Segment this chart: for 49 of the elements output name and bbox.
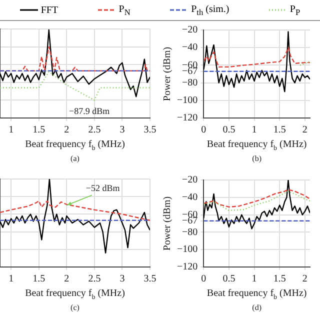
y-tick-label: −80: [182, 77, 198, 88]
x-tick-label: 2: [64, 124, 70, 136]
legend-label: P$_{th}$ (sim.): [191, 4, 230, 16]
x-tick-label: 1: [8, 274, 14, 285]
x-tick-label: 3: [120, 124, 125, 136]
x-tick-label: 3.5: [144, 124, 156, 136]
y-tick-label: −40: [182, 192, 198, 204]
x-tick-label: 1.5: [32, 274, 46, 285]
x-tick-label: 0.5: [222, 124, 236, 136]
y-tick-label: −67: [182, 66, 198, 77]
legend-label: P$_{N}$: [118, 4, 130, 16]
line-series: [204, 47, 310, 68]
text: (d): [252, 303, 262, 312]
x-tick-label: 1: [252, 124, 257, 136]
x-tick-label: 0.5: [222, 274, 236, 285]
text: (b): [252, 154, 262, 163]
x-tick-label: 3: [120, 274, 125, 285]
line-series: [204, 190, 310, 212]
x-tick-label: 2: [302, 274, 308, 285]
x-tick-label: 1: [252, 274, 257, 285]
legend-label: FFT: [40, 4, 58, 16]
annotation: −87.9 dBm: [69, 106, 110, 116]
x-tick-label: 2: [302, 124, 308, 136]
y-tick-label: −67: [182, 216, 198, 227]
x-tick-label: 2.5: [88, 124, 101, 136]
y-tick-label: −20: [182, 24, 198, 36]
text: (c): [70, 303, 80, 312]
x-tick-label: 2: [64, 274, 70, 285]
x-tick-label: 3.5: [144, 274, 156, 285]
x-tick-label: 1.5: [32, 124, 46, 136]
y-tick-label: −100: [177, 95, 198, 106]
y-tick-label: −80: [182, 226, 198, 238]
y-tick-label: −120: [177, 262, 198, 273]
x-tick-label: 0: [201, 124, 206, 136]
y-tick-label: −40: [182, 42, 198, 54]
y-tick-label: −100: [177, 244, 198, 256]
y-tick-label: −120: [177, 112, 198, 124]
x-tick-label: 1.5: [273, 124, 286, 136]
y-axis-title: Power (dBm): [162, 196, 173, 251]
x-tick-label: 0: [201, 274, 206, 285]
legend-label: P$_{P}$: [290, 4, 300, 16]
x-tick-label: 1: [8, 124, 14, 136]
x-tick-label: 1.5: [273, 274, 286, 285]
y-tick-label: −20: [182, 174, 198, 186]
text: (a): [70, 154, 80, 163]
x-tick-label: 2.5: [88, 274, 101, 285]
y-axis-title: Power (dBm): [162, 46, 173, 102]
annotation: −52 dBm: [86, 183, 120, 194]
line-series: [204, 188, 310, 208]
